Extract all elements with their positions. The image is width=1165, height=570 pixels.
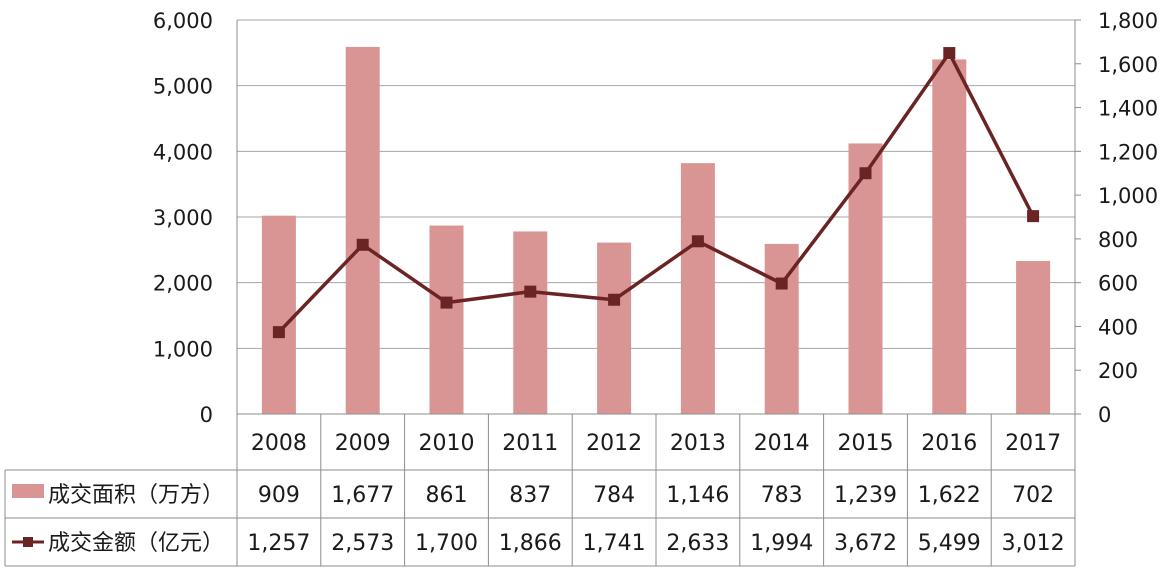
right-tick-label: 200 [1098, 359, 1138, 383]
amount-table-cell: 2,573 [331, 531, 394, 556]
area-table-cell: 702 [1012, 483, 1054, 508]
bar-2016 [932, 59, 967, 415]
bar-2008 [261, 215, 296, 414]
line-marker-2008 [272, 326, 285, 339]
left-axis-ticks: 0 1,000 2,000 3,000 4,000 5,000 6,000 [153, 9, 213, 427]
axes [236, 19, 1081, 415]
left-tick-label: 1,000 [153, 337, 213, 361]
line-marker-2010 [440, 296, 453, 309]
right-tick-label: 1,000 [1098, 184, 1158, 208]
bar-2017 [1016, 260, 1051, 414]
amount-table-cell: 1,257 [247, 531, 310, 556]
amount-table-cell: 5,499 [918, 531, 981, 556]
area-table-cell: 1,239 [834, 483, 897, 508]
right-tick-label: 800 [1098, 228, 1138, 252]
right-tick-label: 0 [1098, 403, 1111, 427]
right-tick-label: 600 [1098, 272, 1138, 296]
right-tick-label: 1,800 [1098, 9, 1158, 33]
bar-series [261, 46, 1051, 415]
right-tick-label: 400 [1098, 315, 1138, 339]
left-tick-label: 4,000 [153, 140, 213, 164]
bar-2010 [429, 225, 464, 414]
category-label: 2011 [502, 431, 558, 456]
left-tick-label: 6,000 [153, 9, 213, 33]
legend-line-marker [23, 537, 33, 547]
category-label: 2015 [838, 431, 894, 456]
area-table-cell: 1,677 [331, 483, 394, 508]
right-tick-label: 1,200 [1098, 140, 1158, 164]
line-marker-2012 [608, 293, 621, 306]
left-tick-label: 5,000 [153, 75, 213, 99]
right-tick-label: 1,600 [1098, 53, 1158, 77]
area-table-cell: 784 [593, 483, 635, 508]
line-marker-2011 [524, 285, 537, 298]
amount-table-cell: 2,633 [666, 531, 729, 556]
bar-2013 [680, 163, 715, 414]
area-table-cell: 861 [426, 483, 468, 508]
data-table: 2008 2009 2010 2011 2012 2013 2014 2015 2016 2017… [4, 414, 1076, 567]
line-marker-2017 [1027, 210, 1040, 223]
legend-line-label: 成交金额（亿元） [48, 531, 224, 556]
area-table-cell: 837 [509, 483, 551, 508]
amount-table-cell: 3,012 [1002, 531, 1065, 556]
line-marker-2016 [943, 47, 956, 60]
category-label: 2013 [670, 431, 726, 456]
line-marker-2013 [691, 235, 704, 248]
amount-line [277, 51, 1035, 334]
category-label: 2016 [921, 431, 977, 456]
area-table-cell: 1,622 [918, 483, 981, 508]
amount-table-cell: 1,994 [750, 531, 813, 556]
area-table-cell: 1,146 [666, 483, 729, 508]
bar-2014 [764, 243, 799, 414]
line-series [272, 47, 1040, 339]
legend-bar-label: 成交面积（万方） [48, 483, 224, 508]
line-marker-2015 [859, 167, 872, 180]
bar-2015 [848, 143, 883, 414]
area-table-cell: 783 [761, 483, 803, 508]
line-marker-2014 [775, 277, 788, 290]
category-label: 2009 [335, 431, 391, 456]
category-label: 2008 [251, 431, 307, 456]
left-tick-label: 0 [200, 403, 213, 427]
bar-2012 [597, 242, 632, 414]
right-tick-label: 1,400 [1098, 97, 1158, 121]
category-label: 2010 [419, 431, 475, 456]
category-label: 2017 [1005, 431, 1061, 456]
amount-table-cell: 1,741 [583, 531, 646, 556]
bar-2009 [345, 46, 380, 414]
amount-table-cell: 1,866 [499, 531, 562, 556]
category-label: 2012 [586, 431, 642, 456]
left-tick-label: 2,000 [153, 272, 213, 296]
legend-bar-swatch [12, 484, 44, 498]
amount-table-cell: 3,672 [834, 531, 897, 556]
line-marker-2009 [356, 238, 369, 251]
left-tick-label: 3,000 [153, 206, 213, 230]
area-table-cell: 909 [258, 483, 300, 508]
right-axis-ticks: 0 200 400 600 800 1,000 1,200 1,400 1,600 1,800 [1098, 9, 1158, 427]
category-label: 2014 [754, 431, 810, 456]
amount-table-cell: 1,700 [415, 531, 478, 556]
bar-2011 [513, 231, 548, 414]
